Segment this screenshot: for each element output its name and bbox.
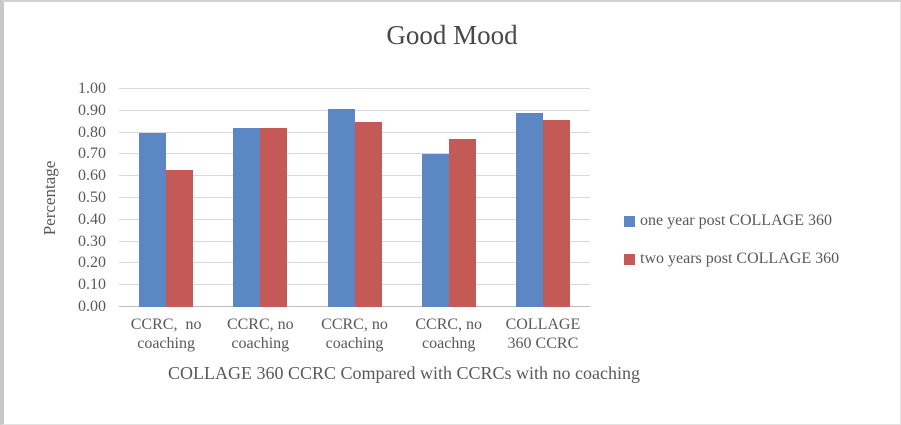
plot-area xyxy=(119,88,590,307)
x-axis-title: COLLAGE 360 CCRC Compared with CCRCs wit… xyxy=(168,363,640,383)
bar-two-years-cat3 xyxy=(354,121,382,307)
bar-two-years-cat4 xyxy=(448,139,476,307)
bar-one-year-cat2 xyxy=(233,128,261,307)
bar-one-year-cat4 xyxy=(421,154,449,307)
chart-title: Good Mood xyxy=(386,20,518,50)
legend-marker-blue-icon xyxy=(624,215,635,227)
legend-marker-red-icon xyxy=(624,253,635,265)
y-tick-label: 0.60 xyxy=(78,167,106,185)
x-category-label: CCRC, no coaching xyxy=(226,316,294,352)
y-tick-label: 0.80 xyxy=(78,123,106,141)
bar-one-year-cat1 xyxy=(139,132,167,307)
y-tick-label: 0.20 xyxy=(78,254,106,272)
bar-two-years-cat2 xyxy=(260,128,288,307)
bar-one-year-cat5 xyxy=(515,112,543,307)
legend-label: two years post COLLAGE 360 xyxy=(640,250,840,267)
y-tick-label: 0.70 xyxy=(78,145,106,163)
y-tick-label: 0.50 xyxy=(78,189,106,206)
legend-label: one year post COLLAGE 360 xyxy=(640,212,832,229)
gridline xyxy=(119,88,590,89)
y-tick-label: 0.00 xyxy=(78,298,106,315)
y-tick-label: 0.10 xyxy=(78,276,106,294)
y-axis-tick-labels: 0.00 0.10 0.20 0.30 0.40 0.50 0.60 0.70 0.80 0.90… xyxy=(44,80,112,315)
y-tick-label: 1.00 xyxy=(78,80,106,97)
x-category-label: CCRC, no coachng xyxy=(415,316,483,352)
legend: one year post COLLAGE 360 two years post … xyxy=(624,210,839,286)
bar-one-year-cat3 xyxy=(327,108,355,307)
y-tick-label: 0.40 xyxy=(78,210,106,228)
x-category-label: CCRC, no coaching xyxy=(321,316,388,352)
y-tick-label: 0.90 xyxy=(78,101,106,119)
x-axis-category-labels: CCRC, no coaching CCRC, no coaching CCRC, … xyxy=(119,315,590,359)
x-category-label: COLLAGE 360 CCRC xyxy=(505,316,581,352)
legend-item: one year post COLLAGE 360 xyxy=(624,210,839,232)
gridline xyxy=(119,109,590,111)
bar-two-years-cat5 xyxy=(542,119,570,307)
y-tick-label: 0.30 xyxy=(78,232,106,250)
bar-two-years-cat1 xyxy=(166,169,194,307)
legend-item: two years post COLLAGE 360 xyxy=(624,248,839,270)
x-category-label: CCRC, no coaching xyxy=(130,316,202,352)
